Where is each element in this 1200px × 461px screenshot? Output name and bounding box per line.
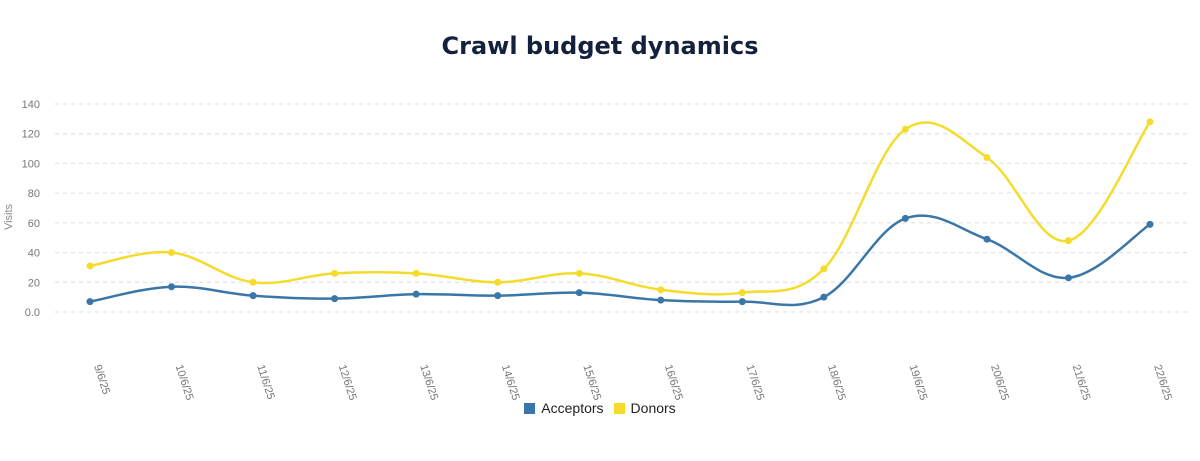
data-point-acceptors [331, 295, 339, 303]
series-lines [86, 118, 1154, 307]
data-point-acceptors [983, 235, 991, 243]
x-tick-label: 11/6/25 [254, 363, 277, 401]
data-point-acceptors [249, 292, 257, 300]
x-tick-label: 22/6/25 [1151, 363, 1174, 402]
series-line-donors [89, 121, 1152, 296]
data-point-acceptors [738, 298, 746, 306]
y-tick-label: 60 [28, 218, 40, 230]
x-tick-label: 15/6/25 [580, 363, 603, 402]
x-tick-label: 13/6/25 [417, 363, 440, 402]
data-point-acceptors [1146, 220, 1154, 228]
y-tick-label: 40 [28, 248, 40, 260]
x-tick-label: 10/6/25 [173, 363, 196, 402]
x-tick-label: 9/6/25 [91, 363, 112, 396]
data-point-donors [657, 286, 665, 294]
y-tick-label: 80 [28, 188, 40, 200]
y-axis-ticks: 0.0 20 40 60 80 100 120 140 [22, 99, 40, 319]
x-tick-label: 17/6/25 [743, 363, 766, 402]
data-point-acceptors [657, 296, 665, 304]
data-point-donors [86, 262, 94, 270]
chart-title: Crawl budget dynamics [441, 32, 759, 60]
x-tick-label: 19/6/25 [907, 363, 930, 402]
data-point-acceptors [168, 283, 176, 291]
y-tick-label: 0.0 [25, 307, 40, 319]
data-point-donors [412, 269, 420, 277]
series-line-acceptors [89, 214, 1151, 307]
data-point-acceptors [575, 289, 583, 297]
data-point-donors [168, 249, 176, 257]
legend-swatch-donors [613, 402, 625, 414]
data-point-donors [575, 269, 583, 277]
legend-swatch-acceptors [524, 402, 536, 414]
data-point-acceptors [494, 292, 502, 300]
y-axis-label: Visits [3, 203, 15, 230]
data-point-donors [494, 278, 502, 286]
x-tick-label: 20/6/25 [988, 363, 1011, 402]
x-tick-label: 21/6/25 [1070, 363, 1093, 402]
data-point-donors [1146, 118, 1154, 126]
data-point-acceptors [901, 214, 909, 222]
data-point-acceptors [86, 298, 94, 306]
grid-lines [55, 103, 1188, 313]
legend-label-acceptors: Acceptors [541, 400, 604, 416]
y-tick-label: 100 [22, 158, 40, 170]
legend-label-donors: Donors [630, 400, 676, 416]
data-point-acceptors [820, 293, 828, 301]
x-tick-label: 14/6/25 [499, 363, 522, 402]
legend-item-donors[interactable]: Donors [613, 400, 676, 416]
data-point-donors [901, 125, 909, 133]
x-tick-label: 16/6/25 [662, 363, 685, 402]
x-tick-label: 18/6/25 [825, 363, 848, 402]
data-point-donors [249, 278, 257, 286]
data-point-acceptors [1064, 274, 1072, 282]
data-point-donors [820, 265, 828, 273]
data-point-acceptors [412, 290, 420, 298]
y-tick-label: 140 [22, 99, 40, 111]
data-point-donors [738, 289, 746, 297]
x-tick-label: 12/6/25 [336, 363, 359, 402]
data-point-donors [1064, 237, 1072, 245]
legend: Acceptors Donors [0, 400, 1200, 416]
y-tick-label: 120 [22, 129, 40, 141]
data-point-donors [331, 269, 339, 277]
x-axis-ticks: 9/6/25 10/6/25 11/6/25 12/6/25 13/6/25 14/6/2… [91, 363, 1174, 402]
y-tick-label: 20 [28, 277, 40, 289]
legend-item-acceptors[interactable]: Acceptors [524, 400, 604, 416]
data-point-donors [983, 153, 991, 161]
